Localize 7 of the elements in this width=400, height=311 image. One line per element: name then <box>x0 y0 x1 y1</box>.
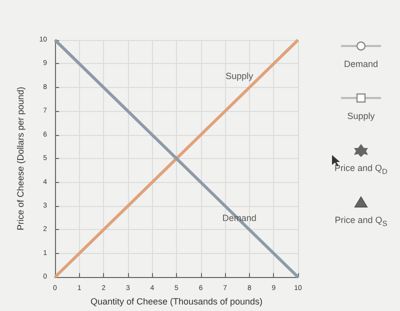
text: Price and Q$_{S}$ <box>334 215 388 228</box>
text: Price and Q$_{D}$ <box>334 163 388 176</box>
x-axis-title: Quantity of Cheese (Thousands of pounds) <box>90 296 263 306</box>
y-axis-title: Price of Cheese (Dollars per pound) <box>16 86 26 230</box>
text: Supply <box>346 111 376 121</box>
text: Demand <box>342 59 380 69</box>
series-label: Supply <box>226 70 254 81</box>
